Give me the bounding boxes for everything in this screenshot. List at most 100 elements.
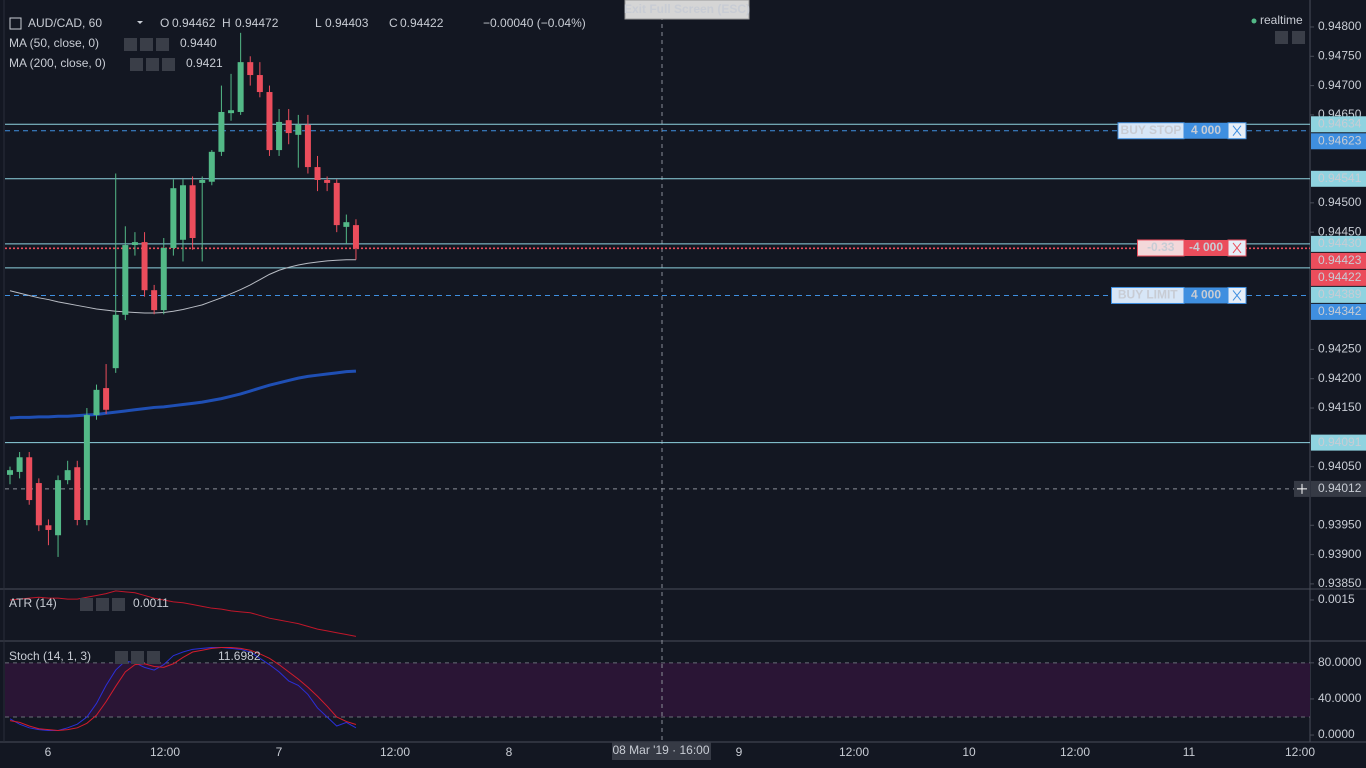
candle-body xyxy=(160,247,167,311)
legend-icon[interactable] xyxy=(131,651,144,664)
legend-icon[interactable] xyxy=(140,38,153,51)
order-close-x xyxy=(1232,125,1242,137)
indicator-value: 0.9421 xyxy=(186,56,223,70)
indicator-legend[interactable]: MA (200, close, 0) xyxy=(9,56,106,70)
legend-icon[interactable] xyxy=(80,598,93,611)
x-tick-label: 9 xyxy=(736,745,743,759)
stoch-value: 11.6982 xyxy=(218,649,261,663)
order-qty-bg xyxy=(1184,239,1228,256)
ohlc-key: L xyxy=(315,16,322,30)
y-tick-label: 0.94450 xyxy=(1318,224,1362,238)
candle-body xyxy=(352,225,359,249)
candle-body xyxy=(199,179,206,183)
crosshair-time-bg xyxy=(612,742,711,760)
symbol[interactable]: AUD/CAD, 60 xyxy=(28,16,102,30)
order-qty-bg xyxy=(1184,122,1228,139)
y-tick-label: 0.0015 xyxy=(1318,592,1355,606)
legend-icon[interactable] xyxy=(96,598,109,611)
y-tick-label: 0.94700 xyxy=(1318,78,1362,92)
price-level-label-bg xyxy=(1311,286,1366,303)
stoch-k-line xyxy=(9,647,357,732)
x-tick-label: 12:00 xyxy=(1060,745,1090,759)
candle-body xyxy=(208,151,215,182)
candle-body xyxy=(333,182,340,226)
price-level-label: 0.94623 xyxy=(1318,133,1362,147)
price-level-label-bg xyxy=(1311,303,1366,320)
legend-icon[interactable] xyxy=(112,598,125,611)
ohlc-value: 0.94422 xyxy=(400,16,444,30)
legend-icon[interactable] xyxy=(130,58,143,71)
candle-body xyxy=(93,389,100,416)
exit-button[interactable] xyxy=(624,0,750,20)
x-tick-label: 12:00 xyxy=(150,745,180,759)
candle-body xyxy=(131,242,138,246)
y-tick-label: 0.94500 xyxy=(1318,195,1362,209)
status-dot xyxy=(1251,18,1257,24)
x-tick-label: 12:00 xyxy=(839,745,869,759)
y-tick-label: 0.94050 xyxy=(1318,459,1362,473)
price-level-label: 0.94541 xyxy=(1318,171,1362,185)
exit-button-label: Exit Full Screen (ESC) xyxy=(624,2,750,16)
x-tick-label: 8 xyxy=(506,745,513,759)
order-name: BUY STOP xyxy=(1121,123,1182,137)
x-tick-label: 7 xyxy=(276,745,283,759)
ohlc-key: C xyxy=(389,16,398,30)
x-tick-label: 12:00 xyxy=(1285,745,1315,759)
ohlc-value: 0.94472 xyxy=(235,16,279,30)
change: −0.00040 (−0.04%) xyxy=(483,16,586,30)
legend-icon[interactable] xyxy=(156,38,169,51)
crosshair-price-bg xyxy=(1311,480,1366,497)
legend-icon[interactable] xyxy=(162,58,175,71)
price-level-label: 0.94091 xyxy=(1318,435,1362,449)
price-level-label-bg xyxy=(1311,235,1366,252)
price-level-label: 0.94430 xyxy=(1318,236,1362,250)
price-level-label-bg xyxy=(1311,269,1366,286)
x-tick-label: 12:00 xyxy=(380,745,410,759)
candle-body xyxy=(141,242,148,291)
y-tick-label: 0.94800 xyxy=(1318,19,1362,33)
y-tick-label: 40.0000 xyxy=(1318,691,1362,705)
candle-body xyxy=(45,525,52,530)
scroll-btn[interactable] xyxy=(1292,31,1305,44)
symbol-icon xyxy=(9,17,22,30)
order-name: -0.33 xyxy=(1147,240,1175,254)
crosshair-plus xyxy=(1297,483,1307,494)
candle-body xyxy=(218,111,225,152)
ohlc-value: 0.94403 xyxy=(325,16,369,30)
candle-body xyxy=(314,167,321,180)
order-qty: 4 000 xyxy=(1191,123,1221,137)
price-level-label: 0.94634 xyxy=(1318,116,1362,130)
candle-body xyxy=(247,62,254,76)
ohlc-key: O xyxy=(160,16,169,30)
candle-body xyxy=(228,110,235,114)
scroll-btn[interactable] xyxy=(1275,31,1288,44)
indicator-value: 0.9440 xyxy=(180,36,217,50)
y-tick-label: 0.94150 xyxy=(1318,400,1362,414)
candle-body xyxy=(285,120,292,134)
atr-value: 0.0011 xyxy=(133,596,169,610)
price-level-label-bg xyxy=(1311,170,1366,187)
x-tick-label: 11 xyxy=(1183,745,1196,759)
stoch-legend: Stoch (14, 1, 3) xyxy=(9,649,91,663)
legend-icon[interactable] xyxy=(124,38,137,51)
legend-icon[interactable] xyxy=(115,651,128,664)
order-name: BUY LIMIT xyxy=(1118,288,1178,302)
candle-body xyxy=(304,124,311,168)
order-close-x xyxy=(1232,290,1242,301)
atr-line xyxy=(9,590,357,637)
candle-body xyxy=(83,415,90,520)
y-tick-label: 0.94200 xyxy=(1318,371,1362,385)
legend-icon[interactable] xyxy=(147,651,160,664)
status: realtime xyxy=(1260,13,1303,27)
legend-icon[interactable] xyxy=(146,58,159,71)
stoch-d-line xyxy=(9,647,357,732)
order-qty: -4 000 xyxy=(1189,240,1223,254)
ohlc-key: H xyxy=(222,16,231,30)
indicator-legend[interactable]: MA (50, close, 0) xyxy=(9,36,99,50)
crosshair-time-label: 08 Mar '19 · 16:00 xyxy=(612,743,709,757)
candle-body xyxy=(112,314,119,369)
candle-body xyxy=(26,457,33,501)
candle-body xyxy=(276,121,283,151)
